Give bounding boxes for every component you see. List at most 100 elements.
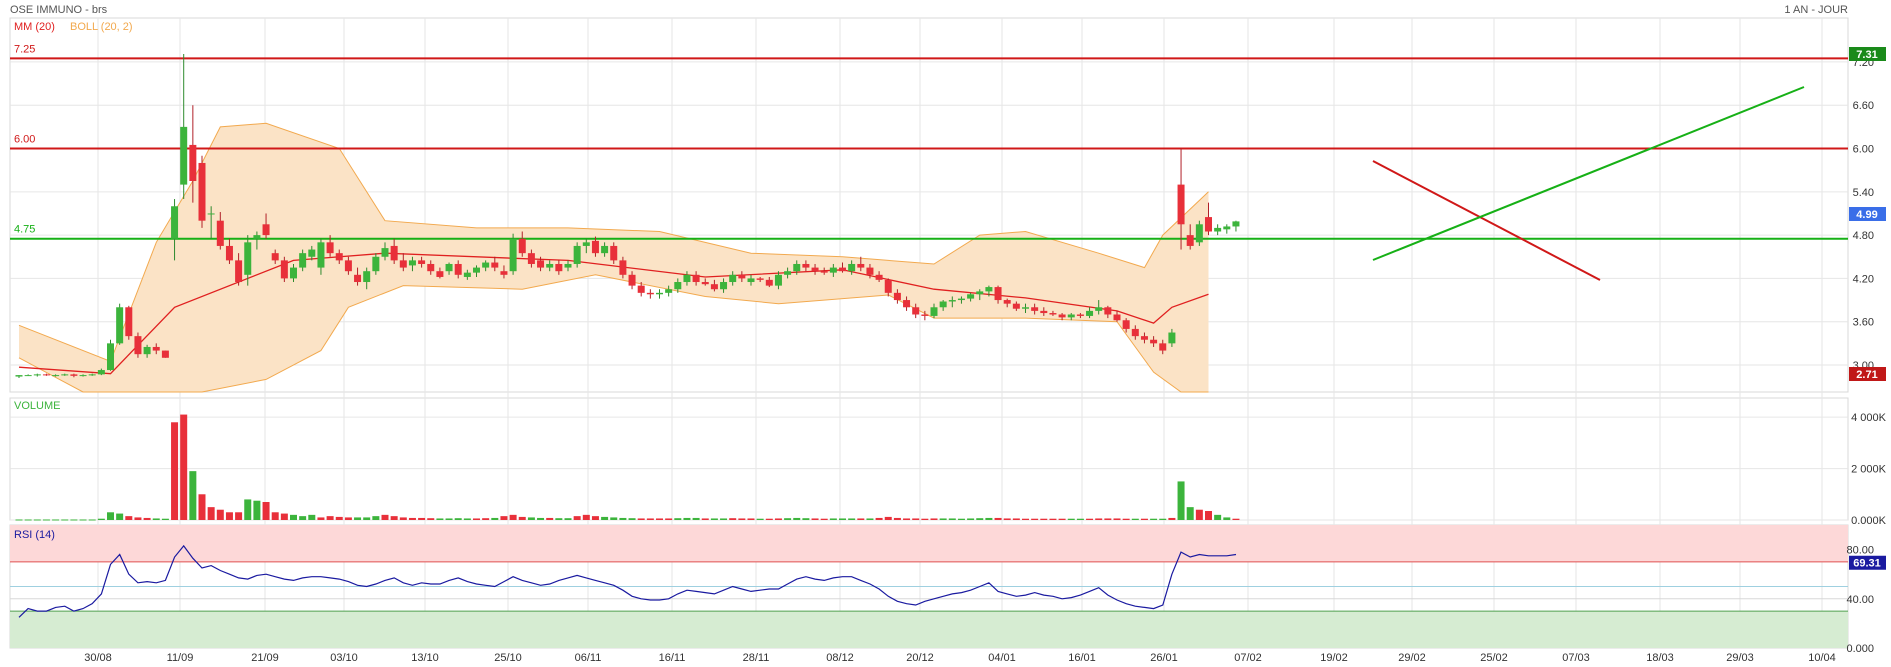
candle[interactable] <box>280 256 288 283</box>
candle[interactable] <box>152 343 160 355</box>
ascending-trendline[interactable] <box>1372 86 1805 261</box>
candle[interactable] <box>344 256 352 275</box>
candle[interactable] <box>418 256 426 268</box>
candle[interactable] <box>1195 220 1203 246</box>
candle[interactable] <box>948 296 956 308</box>
candle[interactable] <box>729 271 737 286</box>
candle[interactable] <box>1076 313 1084 319</box>
candle[interactable] <box>198 155 206 228</box>
candle[interactable] <box>189 105 197 203</box>
candle[interactable] <box>52 374 60 377</box>
candle[interactable] <box>216 212 224 250</box>
candle[interactable] <box>61 373 69 376</box>
candle[interactable] <box>1067 313 1075 321</box>
candle[interactable] <box>363 267 371 290</box>
candle[interactable] <box>1113 310 1121 322</box>
candle[interactable] <box>1131 325 1139 340</box>
candle[interactable] <box>637 282 645 297</box>
candle[interactable] <box>610 242 618 264</box>
candle[interactable] <box>875 271 883 283</box>
candle[interactable] <box>1205 202 1212 236</box>
candle[interactable] <box>473 265 480 277</box>
candle[interactable] <box>482 260 490 272</box>
candle[interactable] <box>802 260 810 272</box>
candle[interactable] <box>326 235 334 257</box>
candle[interactable] <box>756 276 764 283</box>
candle[interactable] <box>42 373 50 376</box>
candle[interactable] <box>848 260 856 275</box>
candle[interactable] <box>207 206 215 239</box>
candle[interactable] <box>24 374 32 377</box>
candle[interactable] <box>866 263 874 279</box>
candle[interactable] <box>967 292 975 302</box>
candle[interactable] <box>537 256 545 272</box>
candle[interactable] <box>829 263 837 277</box>
candle[interactable] <box>582 238 590 254</box>
boll-indicator-label[interactable]: BOLL (20, 2) <box>70 21 133 33</box>
candle[interactable] <box>665 285 673 297</box>
candle[interactable] <box>372 253 380 275</box>
candle[interactable] <box>573 242 581 268</box>
candle[interactable] <box>408 256 416 272</box>
candle[interactable] <box>171 199 179 261</box>
candle[interactable] <box>1012 301 1020 311</box>
candle[interactable] <box>674 278 682 293</box>
candle[interactable] <box>527 249 535 268</box>
candle[interactable] <box>1104 305 1112 319</box>
candle[interactable] <box>1122 318 1130 333</box>
candle[interactable] <box>1159 339 1167 355</box>
candle[interactable] <box>427 260 435 275</box>
candle[interactable] <box>994 285 1002 304</box>
candle[interactable] <box>930 303 938 319</box>
candle[interactable] <box>253 231 261 250</box>
candle[interactable] <box>271 249 279 264</box>
candle[interactable] <box>107 339 114 371</box>
candle[interactable] <box>116 303 124 345</box>
candle[interactable] <box>976 289 984 301</box>
candle[interactable] <box>903 296 911 311</box>
rsi-panel[interactable] <box>10 525 1848 648</box>
candle[interactable] <box>1095 300 1103 315</box>
candle[interactable] <box>335 249 343 264</box>
candle[interactable] <box>1150 336 1158 347</box>
candle[interactable] <box>463 269 471 280</box>
candle[interactable] <box>1140 332 1148 344</box>
candle[interactable] <box>1086 307 1094 319</box>
candle[interactable] <box>957 296 965 304</box>
candle[interactable] <box>180 54 188 200</box>
candle[interactable] <box>738 271 746 283</box>
candle[interactable] <box>445 262 453 275</box>
candle[interactable] <box>1177 148 1185 250</box>
candle[interactable] <box>500 265 508 279</box>
candle[interactable] <box>354 267 362 286</box>
candle[interactable] <box>225 238 233 264</box>
candle[interactable] <box>15 375 23 378</box>
candle[interactable] <box>88 373 96 376</box>
candle[interactable] <box>1186 224 1194 250</box>
candle[interactable] <box>97 368 105 376</box>
candle[interactable] <box>601 242 609 257</box>
candle[interactable] <box>820 267 828 275</box>
candle[interactable] <box>399 253 407 272</box>
candle[interactable] <box>811 263 819 275</box>
candle[interactable] <box>290 263 297 283</box>
candle[interactable] <box>1214 224 1222 236</box>
candle[interactable] <box>912 303 920 319</box>
candle[interactable] <box>244 235 252 286</box>
candle[interactable] <box>710 279 718 292</box>
volume-panel[interactable] <box>15 414 1240 521</box>
candle[interactable] <box>774 271 782 290</box>
price-panel[interactable]: 7.25 6.00 4.75 <box>10 43 1848 393</box>
candle[interactable] <box>765 276 773 288</box>
candle[interactable] <box>1040 307 1048 316</box>
candle[interactable] <box>564 260 572 272</box>
candle[interactable] <box>656 289 663 299</box>
candle[interactable] <box>857 256 865 272</box>
candle[interactable] <box>308 245 316 261</box>
candle[interactable] <box>317 238 325 275</box>
candle[interactable] <box>134 332 142 358</box>
candle[interactable] <box>1031 303 1039 315</box>
candle[interactable] <box>793 260 801 275</box>
candle[interactable] <box>1003 298 1011 308</box>
candle[interactable] <box>1022 303 1029 314</box>
